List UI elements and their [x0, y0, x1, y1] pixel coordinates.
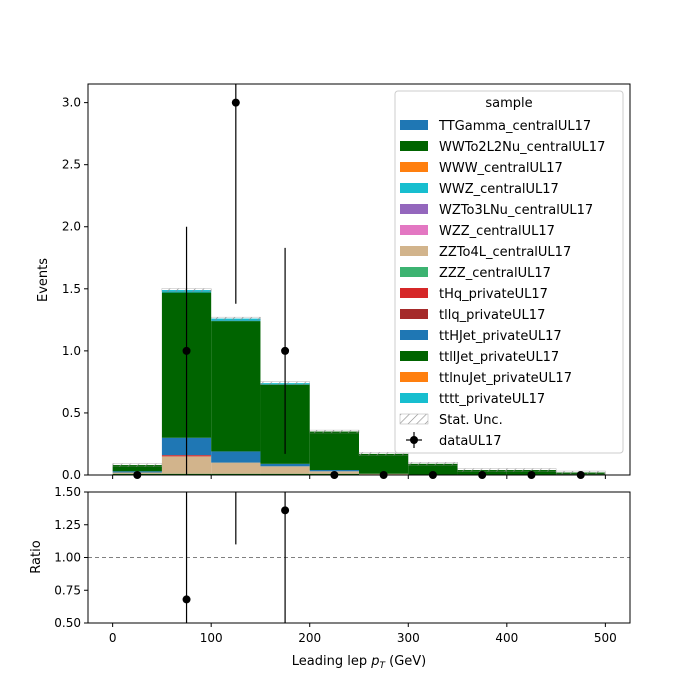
- bar-ttllJet_privateUL17-bin5: [359, 453, 409, 474]
- ratio-points: [182, 492, 290, 623]
- bar-ttHJet_privateUL17-bin3: [260, 463, 310, 467]
- bar-ttHJet_privateUL17-bin4: [309, 470, 359, 472]
- bar-ttllJet_privateUL17-bin4: [309, 431, 359, 471]
- legend-swatch-8: [400, 288, 428, 298]
- ratio-y-tick-label-3: 1.25: [54, 518, 81, 532]
- ratio-point-2: [281, 506, 290, 515]
- legend-swatch-10: [400, 330, 428, 340]
- ratio-y-axis: 0.50 0.75 1.00 1.25 1.50: [54, 485, 88, 630]
- main-y-tick-label-6: 3.0: [62, 96, 81, 110]
- bar-WWTo2L2Nu_centralUL17-bin3: [260, 473, 310, 475]
- main-y-axis: 0.0 0.5 1.0 1.5 2.0 2.5 3.0: [62, 96, 88, 482]
- data-points: [133, 84, 585, 479]
- legend-swatch-2: [400, 162, 428, 172]
- ratio-x-tick-label-5: 500: [594, 631, 617, 645]
- bar-ttllJet_privateUL17-bin0: [112, 465, 162, 472]
- ratio-y-tick-label-0: 0.50: [54, 616, 81, 630]
- ratio-y-tick-label-2: 1.00: [54, 551, 81, 565]
- stat-unc-bin4: [309, 429, 360, 434]
- legend-label-data: dataUL17: [439, 434, 502, 449]
- legend-box: [394, 90, 624, 454]
- legend-label-4: WZTo3LNu_centralUL17: [439, 203, 593, 218]
- legend-label-8: tHq_privateUL17: [439, 287, 548, 302]
- legend-swatch-9: [400, 309, 428, 319]
- legend-swatch-6: [400, 246, 428, 256]
- main-y-tick-label-5: 2.5: [62, 158, 81, 172]
- main-y-label: Events: [36, 258, 51, 302]
- main-frame: [87, 83, 631, 476]
- stat-unc-bin0: [112, 463, 163, 467]
- ratio-y-tick-label-1: 0.75: [54, 583, 81, 597]
- legend-label-stat-unc: Stat. Unc.: [439, 413, 503, 428]
- main-y-tick-label-4: 2.0: [62, 220, 81, 234]
- legend-swatch-1: [400, 141, 428, 151]
- legend-swatch-13: [400, 393, 428, 403]
- ratio-x-axis: 0 100 200 300 400 500: [109, 623, 617, 645]
- legend-label-3: WWZ_centralUL17: [439, 182, 559, 197]
- legend-title: sample: [485, 96, 532, 111]
- data-point-3: [281, 346, 290, 355]
- bar-ZZTo4L_centralUL17-bin2: [211, 462, 261, 474]
- legend-label-6: ZZTo4L_centralUL17: [439, 245, 571, 260]
- bar-ZZTo4L_centralUL17-bin3: [260, 466, 310, 474]
- legend-label-1: WWTo2L2Nu_centralUL17: [439, 140, 605, 155]
- stat-unc-bin2: [211, 316, 261, 321]
- legend: sample TTGamma_centralUL17 WWTo2L2Nu_cent…: [394, 90, 624, 454]
- ratio-panel: 0.50 0.75 1.00 1.25 1.50 0 100 200 300 400 500 Ra…: [29, 485, 631, 671]
- legend-swatch-12: [400, 372, 428, 382]
- legend-label-0: TTGamma_centralUL17: [438, 119, 591, 134]
- bar-ttllJet_privateUL17-bin6: [408, 463, 458, 475]
- legend-label-7: ZZZ_centralUL17: [439, 266, 551, 281]
- data-point-1: [182, 346, 191, 355]
- legend-data-marker: [410, 436, 418, 444]
- legend-label-5: WZZ_centralUL17: [439, 224, 555, 239]
- ratio-frame: [87, 491, 631, 624]
- legend-swatch-4: [400, 204, 428, 214]
- main-y-tick-label-3: 1.5: [62, 282, 81, 296]
- bar-ttHJet_privateUL17-bin2: [211, 451, 261, 463]
- legend-swatch-0: [400, 120, 428, 130]
- ratio-x-tick-label-0: 0: [109, 631, 117, 645]
- legend-swatch-7: [400, 267, 428, 277]
- main-y-tick-label-2: 1.0: [62, 344, 81, 358]
- main-y-tick-label-0: 0.0: [62, 468, 81, 482]
- legend-swatch-5: [400, 225, 428, 235]
- ratio-y-tick-label-4: 1.50: [54, 485, 81, 499]
- bar-WWTo2L2Nu_centralUL17-bin2: [211, 473, 261, 475]
- stat-unc-bin5: [358, 452, 409, 456]
- legend-label-9: tllq_privateUL17: [439, 308, 545, 323]
- ratio-x-tick-label-3: 300: [397, 631, 420, 645]
- legend-label-10: ttHJet_privateUL17: [439, 329, 562, 344]
- legend-label-12: ttlnuJet_privateUL17: [439, 371, 572, 386]
- ratio-x-tick-label-2: 200: [298, 631, 321, 645]
- x-axis-label: Leading lep pT (GeV): [292, 654, 426, 671]
- legend-label-13: tttt_privateUL17: [439, 392, 545, 407]
- legend-swatch-3: [400, 183, 428, 193]
- data-point-2: [231, 98, 240, 107]
- legend-items: TTGamma_centralUL17 WWTo2L2Nu_centralUL17…: [399, 119, 605, 449]
- stat-unc-bin6: [408, 462, 458, 466]
- main-x-ticks: [112, 475, 606, 479]
- main-y-tick-label-1: 0.5: [62, 406, 81, 420]
- bar-ttllJet_privateUL17-bin2: [211, 321, 261, 452]
- legend-label-2: WWW_centralUL17: [439, 161, 563, 176]
- ratio-x-tick-label-4: 400: [495, 631, 518, 645]
- ratio-point-0: [182, 595, 191, 604]
- main-panel: 0.0 0.5 1.0 1.5 2.0 2.5 3.0 Events: [36, 83, 631, 482]
- ratio-x-tick-label-1: 100: [200, 631, 223, 645]
- ratio-y-label: Ratio: [29, 540, 44, 573]
- legend-swatch-11: [400, 351, 428, 361]
- legend-swatch-stat-unc: [399, 413, 429, 425]
- legend-label-11: ttllJet_privateUL17: [439, 350, 559, 365]
